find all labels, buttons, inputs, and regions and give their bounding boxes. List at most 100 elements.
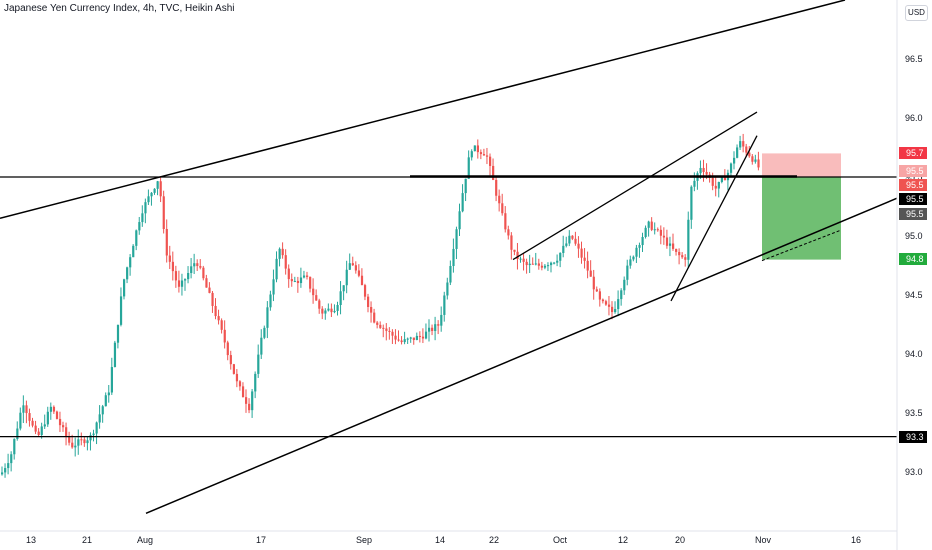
candle-body [562, 245, 565, 253]
chart-title: Japanese Yen Currency Index, 4h, TVC, He… [4, 3, 235, 14]
candle-body [251, 391, 254, 411]
candle-body [269, 294, 272, 308]
candle-body [595, 289, 598, 292]
candle-body [424, 331, 428, 339]
candle-body [412, 337, 415, 340]
candle-body [501, 203, 504, 214]
candle-body [479, 152, 483, 155]
price-badge-label: 95.5 [906, 209, 924, 219]
candle-body [284, 255, 287, 269]
candle-body [1, 472, 4, 475]
wedge-upper-line[interactable] [512, 111, 758, 261]
channel-upper-line[interactable] [0, 0, 846, 220]
candle-body [101, 406, 104, 415]
candle-body [80, 439, 83, 441]
candle-body [376, 322, 379, 325]
candle-body [49, 406, 52, 412]
candle-body [272, 279, 275, 295]
candle-body [662, 235, 666, 238]
candle-body [638, 245, 641, 248]
candle-body [498, 195, 501, 204]
candle-body [71, 442, 74, 448]
candle-body [540, 265, 544, 268]
candle-body [678, 251, 681, 256]
wedge-lower-line[interactable] [670, 135, 758, 302]
channel-lower-line[interactable] [145, 197, 898, 514]
x-tick-label: 14 [435, 535, 445, 545]
candle-body [617, 299, 620, 310]
candle-body [229, 355, 232, 365]
candle-body [208, 287, 211, 293]
candle-body [309, 276, 312, 289]
candle-body [92, 433, 95, 436]
candle-body [248, 403, 251, 411]
candle-body [522, 258, 525, 262]
x-tick-label: Nov [755, 535, 772, 545]
y-tick-label: 93.5 [905, 408, 923, 418]
candle-body [129, 257, 132, 268]
candle-body [446, 282, 449, 296]
x-tick-label: Sep [356, 535, 372, 545]
candle-body [232, 364, 235, 374]
price-badge [899, 193, 927, 205]
candle-body [281, 248, 284, 256]
candle-body [217, 316, 220, 321]
candle-body [348, 263, 351, 270]
candle-body [324, 310, 327, 314]
candle-body [757, 159, 760, 168]
candle-body [391, 331, 394, 336]
candle-body [556, 260, 559, 263]
candle-body [428, 327, 431, 332]
candle-body [467, 157, 470, 179]
candle-body [260, 337, 263, 355]
candle-body [211, 292, 214, 306]
candle-body [607, 304, 611, 307]
candle-body [632, 256, 635, 260]
candle-body [104, 395, 107, 407]
candle-body [492, 165, 495, 180]
candle-body [165, 228, 168, 256]
candle-body [495, 179, 498, 196]
candle-body [672, 243, 675, 249]
price-badges: 95.7 95.5 95.5 95.5 95.5 94.8 93.3 [899, 147, 927, 443]
candle-body [226, 342, 229, 356]
candle-body [74, 445, 77, 448]
candle-body [711, 177, 714, 186]
candle-body [668, 243, 672, 246]
candle-body [635, 247, 638, 257]
candle-body [290, 279, 293, 282]
candle-body [357, 270, 361, 276]
candle-body [464, 178, 467, 194]
candle-body [571, 235, 574, 239]
candle-body [31, 420, 34, 426]
candle-body [403, 339, 406, 343]
price-badge [899, 253, 927, 265]
candle-body [461, 193, 464, 212]
candle-body [577, 243, 580, 249]
y-tick-label: 93.0 [905, 467, 923, 477]
candle-body [199, 266, 202, 268]
y-tick-label: 94.5 [905, 290, 923, 300]
candle-body [171, 261, 174, 272]
y-tick-label: 94.0 [905, 349, 923, 359]
candle-body [525, 261, 528, 266]
candle-body [351, 263, 354, 266]
candle-body [43, 424, 46, 427]
candle-body [720, 177, 723, 182]
candle-body [367, 296, 370, 307]
candle-body [568, 235, 571, 244]
candle-body [339, 291, 342, 305]
candle-body [116, 324, 120, 343]
candle-body [68, 436, 71, 443]
candle-body [553, 262, 556, 264]
currency-button[interactable]: USD [905, 5, 928, 21]
candle-body [739, 141, 742, 148]
candle-body [354, 265, 357, 271]
candle-body [16, 428, 19, 440]
candle-body [126, 267, 129, 280]
candle-body [180, 280, 184, 287]
candle-body [278, 248, 281, 259]
price-badge [899, 431, 927, 443]
